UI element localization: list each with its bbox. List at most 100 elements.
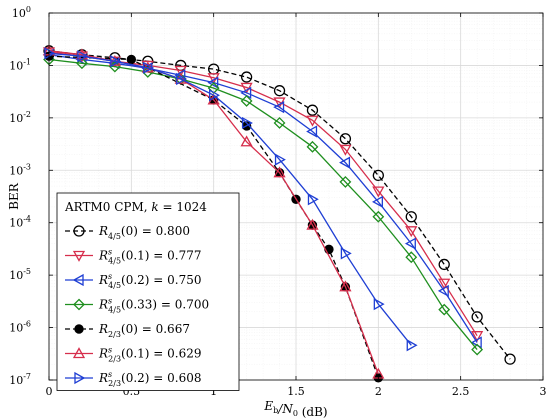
data-point xyxy=(371,195,383,208)
x-tick-label: 2.5 xyxy=(452,385,470,398)
series-line xyxy=(48,58,478,351)
data-point xyxy=(110,55,122,68)
legend-item: Rs 4/5(0.1) = 0.777 xyxy=(65,248,202,266)
data-point xyxy=(176,72,188,86)
data-point xyxy=(372,210,385,223)
data-point xyxy=(405,251,418,264)
legend-label: Rs 2/3(0.2) = 0.608 xyxy=(98,370,202,388)
y-tick-label: 100 xyxy=(12,5,31,20)
data-point xyxy=(306,140,319,153)
data-point xyxy=(438,278,451,290)
legend-swatch-marker xyxy=(73,225,85,237)
y-tick-label: 10-7 xyxy=(9,372,31,387)
data-point xyxy=(471,311,483,323)
data-point xyxy=(471,331,484,343)
x-axis-label: Eb/N0 (dB) xyxy=(263,399,327,419)
legend-label: Rs 4/5(0.2) = 0.750 xyxy=(98,272,202,290)
legend-item: R4/5(0) = 0.800 xyxy=(65,224,190,241)
legend-label: Rs 2/3(0.1) = 0.629 xyxy=(98,346,202,364)
legend-swatch-marker xyxy=(74,371,86,385)
data-point xyxy=(273,101,285,114)
legend-swatch-marker xyxy=(72,273,84,287)
data-point xyxy=(207,76,219,89)
data-point xyxy=(372,169,384,182)
y-tick-label: 10-4 xyxy=(9,215,31,230)
legend: ARTM0 CPM, k = 1024 R4/5(0) = 0.800 Rs 4/5(… xyxy=(56,192,240,391)
data-point xyxy=(126,54,137,65)
data-point xyxy=(339,280,352,292)
x-tick-label: 2 xyxy=(375,385,382,398)
series-line xyxy=(48,54,478,343)
data-point xyxy=(306,125,318,138)
data-point xyxy=(240,71,253,83)
data-point xyxy=(372,186,385,198)
data-point xyxy=(438,258,450,271)
data-point xyxy=(240,86,252,99)
data-point xyxy=(209,89,221,102)
legend-item: Rs 2/3(0.1) = 0.629 xyxy=(65,346,202,364)
series-line xyxy=(48,50,511,360)
data-point xyxy=(273,85,286,97)
legend-swatch-marker xyxy=(73,298,85,311)
legend-item: Rs 4/5(0.2) = 0.750 xyxy=(65,272,202,290)
data-point xyxy=(240,135,253,147)
legend-swatch-marker xyxy=(72,250,86,262)
data-point xyxy=(406,339,418,352)
legend-item: Rs 4/5(0.33) = 0.700 xyxy=(65,297,209,315)
series-6 xyxy=(44,47,418,352)
data-point xyxy=(405,211,417,223)
y-tick-label: 10-1 xyxy=(9,57,31,72)
data-point xyxy=(241,116,253,130)
data-point xyxy=(141,66,154,78)
ticks: 0 0.5 1 1.5 2 2.5 310010-110-210-310-410-510-6… xyxy=(9,5,546,398)
y-tick-label: 10-5 xyxy=(9,267,31,282)
y-axis-label: BER xyxy=(7,182,21,210)
data-point xyxy=(273,117,286,129)
y-tick-label: 10-3 xyxy=(9,162,31,177)
legend-box xyxy=(56,192,240,391)
x-tick-label: 3 xyxy=(540,385,547,398)
legend-swatch-marker xyxy=(72,347,86,359)
data-point xyxy=(339,133,352,145)
data-point xyxy=(306,218,319,230)
data-point xyxy=(143,61,155,74)
legend-item: R2/3(0) = 0.667 xyxy=(65,322,190,339)
data-point xyxy=(373,298,385,311)
legend-label: R4/5(0) = 0.800 xyxy=(98,224,190,241)
legend-title: ARTM0 CPM, k = 1024 xyxy=(64,200,207,214)
data-point xyxy=(44,47,56,60)
data-point xyxy=(174,69,186,82)
x-tick-label: 1 xyxy=(210,385,217,398)
data-point xyxy=(339,144,352,156)
data-point xyxy=(404,237,416,250)
data-point xyxy=(274,153,286,166)
data-point xyxy=(437,284,449,298)
data-point xyxy=(273,166,286,178)
legend-swatch-marker xyxy=(74,324,84,334)
legend-label: R2/3(0) = 0.667 xyxy=(98,322,190,339)
data-point xyxy=(339,156,351,169)
data-point xyxy=(339,175,352,188)
series-line xyxy=(48,52,412,346)
data-point xyxy=(306,115,319,127)
data-point xyxy=(471,343,484,356)
data-point xyxy=(240,95,253,107)
data-point xyxy=(307,193,319,206)
data-point xyxy=(77,50,89,63)
data-point xyxy=(405,226,418,238)
data-point xyxy=(438,303,451,316)
legend-item: Rs 2/3(0.2) = 0.608 xyxy=(65,370,202,388)
series-layer xyxy=(42,44,516,383)
data-point xyxy=(76,57,88,70)
x-tick-label: 0 xyxy=(46,385,53,398)
y-tick-label: 10-6 xyxy=(9,320,31,335)
legend-label: Rs 4/5(0.1) = 0.777 xyxy=(98,248,202,266)
x-tick-label: 1.5 xyxy=(287,385,305,398)
y-tick-label: 10-2 xyxy=(9,110,31,125)
legend-label: Rs 4/5(0.33) = 0.700 xyxy=(98,297,209,315)
data-point xyxy=(306,104,319,116)
data-point xyxy=(340,247,352,260)
data-point xyxy=(504,353,516,365)
